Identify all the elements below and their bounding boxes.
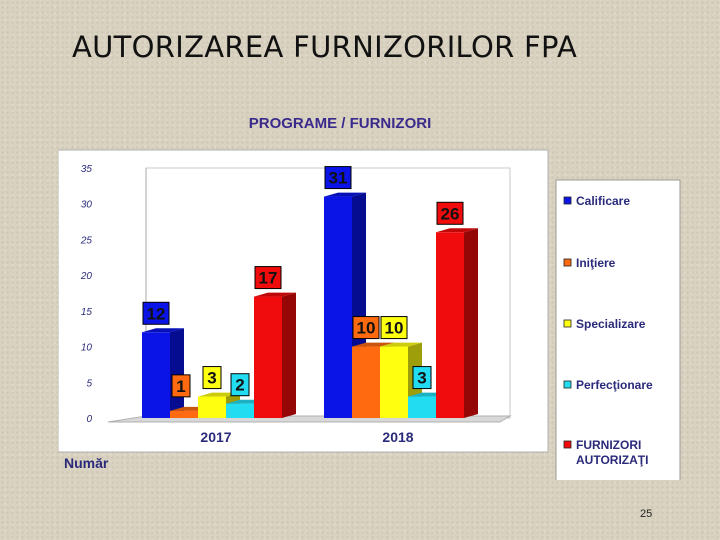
svg-text:1: 1 [176,377,185,396]
bar-top [198,392,240,397]
y-tick-label: 20 [80,271,93,282]
legend-item: Iniţiere [563,256,616,270]
legend-item: Specializare [563,317,646,331]
chart: PROGRAME / FURNIZORI Număr 0 5 10 15 20 25 30 3… [57,100,686,487]
data-label: 12 [142,301,170,325]
x-tick-label: 2018 [382,429,413,445]
bar-top [254,292,296,297]
bar-front [142,332,170,418]
data-label: 1 [171,374,191,398]
legend-swatch [563,319,572,328]
bar [254,292,296,418]
y-tick-label: 10 [81,343,93,354]
bar [142,328,184,418]
legend-swatch [563,440,572,449]
legend-swatch [563,380,572,389]
data-label: 3 [412,366,432,390]
chart-svg: PROGRAME / FURNIZORI Număr 0 5 10 15 20 25 30 3… [57,115,681,487]
data-label: 2 [230,373,250,397]
bar-front [254,296,282,418]
y-tick-label: 5 [86,378,92,389]
bar-front [170,410,198,418]
legend-label: Perfecţionare [576,378,653,392]
slide-title: AUTORIZAREA FURNIZORILOR FPA [72,30,578,64]
page-number: 25 [640,508,653,520]
svg-text:10: 10 [385,319,404,338]
legend-item: Perfecţionare [563,378,653,392]
svg-text:26: 26 [441,204,460,223]
y-tick-label: 15 [81,307,93,318]
bar-front [226,403,254,418]
y-tick-label: 0 [86,414,92,425]
legend-swatch [563,258,572,267]
bar [436,228,478,418]
bar-front [380,346,408,418]
bar-top [142,328,184,333]
bar-top [324,192,366,197]
svg-text:10: 10 [357,319,376,338]
bar-front [436,232,464,418]
chart-title: PROGRAME / FURNIZORI [249,115,432,132]
legend-box [555,179,681,487]
bar-front [324,196,352,418]
y-axis-label: Număr [64,455,109,471]
data-label: 10 [380,316,408,340]
legend-swatch [563,196,572,205]
x-tick-label: 2017 [200,429,231,445]
data-label: 31 [324,166,352,190]
legend-label: FURNIZORI AUTORIZAŢI [576,438,648,467]
svg-text:31: 31 [329,169,348,188]
svg-text:12: 12 [147,304,166,323]
y-tick-label: 25 [80,235,93,246]
bar-top [436,228,478,233]
data-label: 10 [352,316,380,340]
bar-top [380,342,422,347]
y-tick-label: 35 [81,164,93,175]
svg-text:2: 2 [235,376,244,395]
legend-label: Specializare [576,317,646,331]
bar-side [464,228,478,418]
data-label: 3 [202,366,222,390]
bar-front [352,346,380,418]
bar-front [408,396,436,418]
bar-top [352,342,394,347]
legend-label: Calificare [576,194,630,208]
bar-side [170,328,184,418]
data-label: 26 [436,201,464,225]
data-label: 17 [254,266,282,290]
legend-item: FURNIZORI AUTORIZAŢI [563,438,648,467]
legend-label: Iniţiere [576,256,616,270]
svg-text:3: 3 [417,369,426,388]
bar-side [282,292,296,418]
svg-text:3: 3 [207,369,216,388]
svg-text:17: 17 [259,269,278,288]
bar-front [198,396,226,418]
y-tick-label: 30 [81,200,93,211]
legend-item: Calificare [563,194,630,208]
